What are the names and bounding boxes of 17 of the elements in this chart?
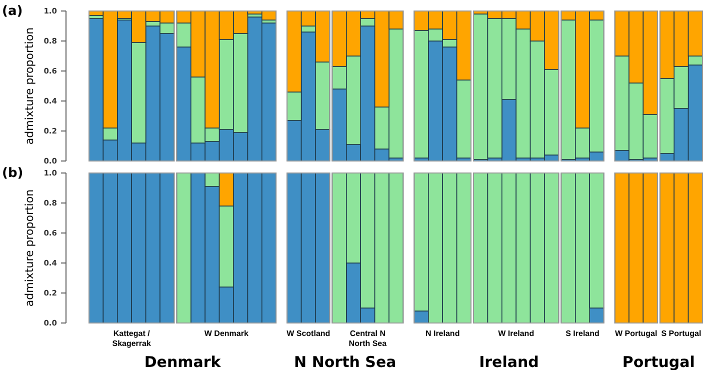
text: Kattegat / Skagerrak (112, 329, 152, 348)
text: W Ireland (498, 329, 534, 338)
chart-title: (a) (2, 4, 23, 19)
text: W Denmark (204, 329, 249, 338)
text: W Scotland (286, 329, 330, 338)
text: Ireland (479, 353, 539, 370)
text: Central N North Sea (348, 329, 388, 348)
text: Portugal (622, 353, 695, 370)
y-axis-title: admixture proportion (23, 189, 36, 307)
text: S Portugal (661, 329, 702, 338)
text: S Ireland (566, 329, 600, 338)
text: Denmark (144, 353, 222, 370)
text: W Portugal (614, 329, 658, 338)
chart-title: (b) (2, 166, 24, 181)
text: N Ireland (425, 329, 460, 338)
y-axis-title: admixture proportion (23, 27, 36, 145)
text: N North Sea (294, 353, 396, 370)
